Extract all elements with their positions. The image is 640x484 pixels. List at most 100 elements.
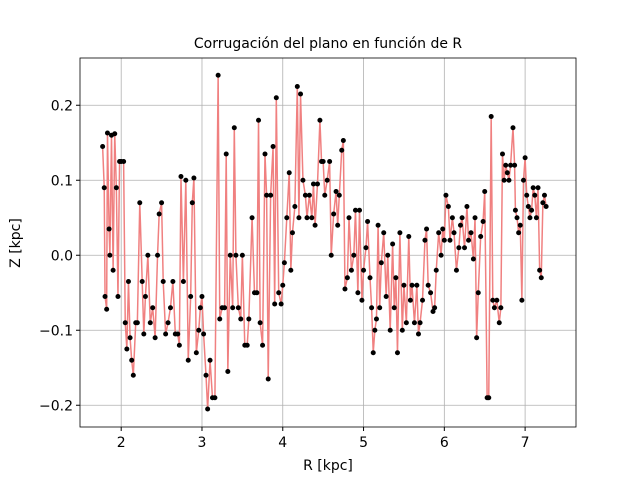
data-point xyxy=(106,226,112,232)
data-point xyxy=(207,357,213,363)
data-point xyxy=(351,252,357,258)
data-point xyxy=(482,189,488,194)
data-point xyxy=(417,320,423,326)
data-point xyxy=(203,372,209,378)
data-point xyxy=(137,200,143,206)
y-tick-label: −0.2 xyxy=(39,398,73,414)
data-point xyxy=(129,357,135,363)
data-point xyxy=(365,219,371,224)
data-point xyxy=(415,331,421,337)
data-point xyxy=(385,252,391,258)
data-point xyxy=(155,252,161,258)
data-point xyxy=(474,335,480,341)
data-point xyxy=(227,252,233,258)
data-point xyxy=(188,294,194,299)
data-point xyxy=(391,305,397,311)
data-point xyxy=(276,290,282,296)
data-point xyxy=(390,241,396,247)
data-point xyxy=(524,192,530,198)
data-point xyxy=(512,207,518,213)
data-point xyxy=(113,185,119,191)
data-point xyxy=(508,162,514,168)
data-point xyxy=(499,151,505,157)
data-point xyxy=(527,215,533,221)
data-point xyxy=(152,335,158,341)
data-point xyxy=(399,327,405,333)
data-point xyxy=(355,290,361,296)
data-point xyxy=(456,245,462,251)
data-point xyxy=(122,320,128,326)
data-point xyxy=(239,252,245,258)
data-point xyxy=(538,275,544,281)
data-point xyxy=(244,342,250,348)
data-point xyxy=(127,335,133,341)
data-point xyxy=(535,185,541,191)
data-point xyxy=(199,294,205,299)
data-point xyxy=(272,301,278,307)
data-point xyxy=(472,215,478,221)
data-point xyxy=(340,138,346,143)
data-point xyxy=(320,159,326,164)
data-point xyxy=(246,316,252,322)
data-point xyxy=(163,331,169,337)
data-point xyxy=(104,306,110,312)
data-point xyxy=(541,192,547,198)
data-point xyxy=(517,222,523,228)
data-point xyxy=(428,290,434,296)
data-point xyxy=(532,192,538,198)
data-point xyxy=(375,222,381,228)
data-point xyxy=(449,215,455,221)
x-axis-label: R [kpc] xyxy=(303,458,353,474)
data-point xyxy=(409,282,415,288)
data-point xyxy=(451,230,457,236)
data-point xyxy=(257,320,263,326)
data-point xyxy=(310,181,316,187)
data-point xyxy=(406,234,412,239)
data-point xyxy=(280,282,286,288)
data-line xyxy=(101,75,547,410)
data-point xyxy=(100,144,106,149)
data-point xyxy=(302,192,308,198)
x-tick-label: 5 xyxy=(359,435,368,451)
data-point xyxy=(503,162,509,168)
data-point xyxy=(317,117,323,123)
data-point xyxy=(165,320,171,326)
data-point xyxy=(167,305,173,311)
data-point xyxy=(403,320,409,326)
data-point xyxy=(115,294,121,299)
data-point xyxy=(425,282,431,288)
data-point xyxy=(265,376,271,382)
data-point xyxy=(260,342,266,348)
data-point xyxy=(363,245,369,251)
data-point xyxy=(314,181,320,187)
data-point xyxy=(462,245,468,251)
data-point xyxy=(372,327,378,333)
data-point xyxy=(175,331,181,337)
data-point xyxy=(134,320,140,326)
data-point xyxy=(156,211,162,217)
data-point xyxy=(268,192,274,198)
data-point xyxy=(377,305,383,311)
data-point xyxy=(464,204,470,209)
x-tick-label: 6 xyxy=(440,435,449,451)
data-point xyxy=(286,170,292,176)
data-point xyxy=(183,177,189,183)
data-point xyxy=(298,91,304,97)
data-point xyxy=(288,267,294,273)
data-point xyxy=(514,215,520,221)
data-point xyxy=(498,305,504,311)
data-point xyxy=(357,207,363,213)
data-point xyxy=(348,267,354,273)
data-point xyxy=(270,144,276,149)
data-point xyxy=(281,260,287,266)
data-point xyxy=(327,159,333,164)
data-point xyxy=(176,342,182,348)
x-tick-label: 3 xyxy=(198,435,207,451)
data-point xyxy=(387,327,393,333)
data-point xyxy=(215,72,221,78)
data-point xyxy=(370,350,376,356)
data-point xyxy=(475,290,481,296)
x-tick-label: 4 xyxy=(278,435,287,451)
data-point xyxy=(367,275,373,281)
